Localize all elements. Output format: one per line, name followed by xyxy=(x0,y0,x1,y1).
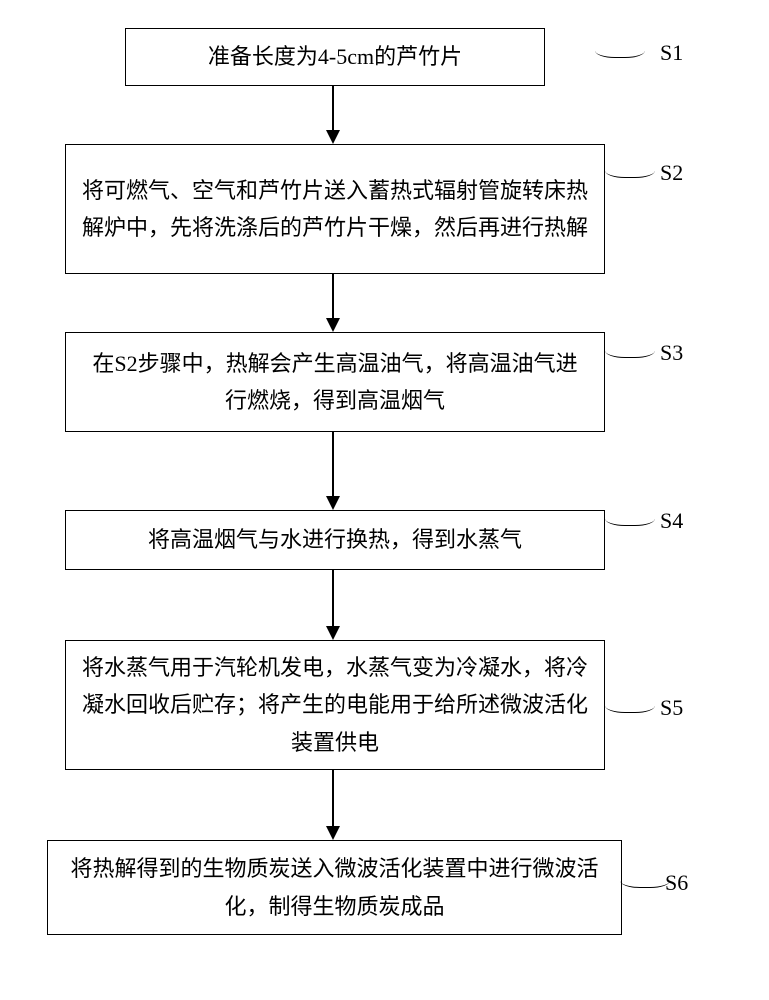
step-s4-curve xyxy=(605,508,655,526)
step-s1-box: 准备长度为4-5cm的芦竹片 xyxy=(125,28,545,86)
arrow-1-head xyxy=(326,130,340,144)
arrow-4-line xyxy=(332,570,334,626)
step-s1-curve xyxy=(595,40,645,58)
step-s5-text: 将水蒸气用于汽轮机发电，水蒸气变为冷凝水，将冷凝水回收后贮存；将产生的电能用于给… xyxy=(82,649,588,761)
step-s5-curve xyxy=(605,695,655,713)
step-s2-label: S2 xyxy=(660,160,683,186)
step-s3-text: 在S2步骤中，热解会产生高温油气，将高温油气进行燃烧，得到高温烟气 xyxy=(82,345,588,420)
step-s1-label: S1 xyxy=(660,40,683,66)
arrow-2-head xyxy=(326,318,340,332)
step-s6-curve xyxy=(620,870,670,888)
arrow-4-head xyxy=(326,626,340,640)
step-s4-box: 将高温烟气与水进行换热，得到水蒸气 xyxy=(65,510,605,570)
arrow-5-line xyxy=(332,770,334,826)
arrow-3-head xyxy=(326,496,340,510)
flowchart-container: 准备长度为4-5cm的芦竹片 S1 将可燃气、空气和芦竹片送入蓄热式辐射管旋转床… xyxy=(0,0,769,1000)
step-s3-box: 在S2步骤中，热解会产生高温油气，将高温油气进行燃烧，得到高温烟气 xyxy=(65,332,605,432)
step-s4-text: 将高温烟气与水进行换热，得到水蒸气 xyxy=(148,521,522,558)
step-s1-text: 准备长度为4-5cm的芦竹片 xyxy=(208,38,462,75)
arrow-2-line xyxy=(332,274,334,318)
step-s6-label: S6 xyxy=(665,870,688,896)
step-s5-label: S5 xyxy=(660,695,683,721)
step-s2-box: 将可燃气、空气和芦竹片送入蓄热式辐射管旋转床热解炉中，先将洗涤后的芦竹片干燥，然… xyxy=(65,144,605,274)
arrow-3-line xyxy=(332,432,334,496)
arrow-5-head xyxy=(326,826,340,840)
arrow-1-line xyxy=(332,86,334,130)
step-s2-curve xyxy=(605,160,655,178)
step-s3-curve xyxy=(605,340,655,358)
step-s3-label: S3 xyxy=(660,340,683,366)
step-s6-text: 将热解得到的生物质炭送入微波活化装置中进行微波活化，制得生物质炭成品 xyxy=(64,850,605,925)
step-s2-text: 将可燃气、空气和芦竹片送入蓄热式辐射管旋转床热解炉中，先将洗涤后的芦竹片干燥，然… xyxy=(82,172,588,247)
step-s5-box: 将水蒸气用于汽轮机发电，水蒸气变为冷凝水，将冷凝水回收后贮存；将产生的电能用于给… xyxy=(65,640,605,770)
step-s6-box: 将热解得到的生物质炭送入微波活化装置中进行微波活化，制得生物质炭成品 xyxy=(47,840,622,935)
step-s4-label: S4 xyxy=(660,508,683,534)
